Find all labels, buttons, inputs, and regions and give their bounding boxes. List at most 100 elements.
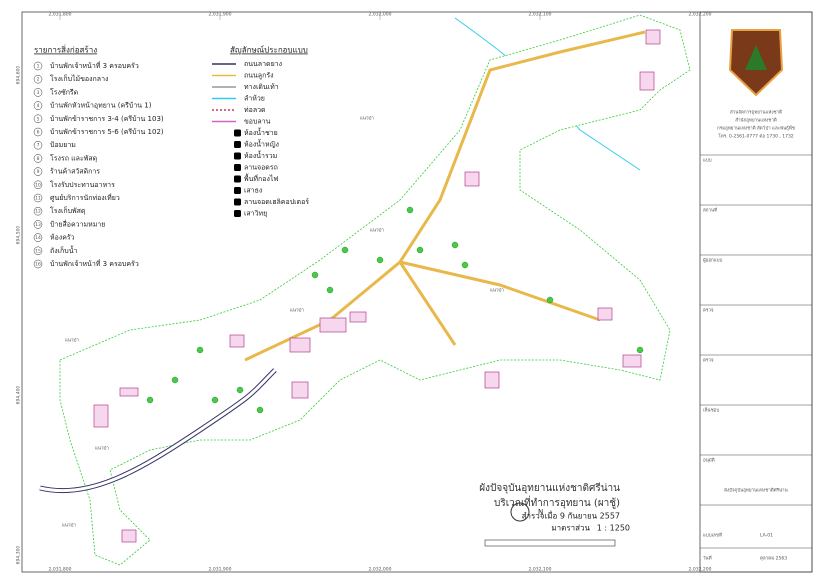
symbol-label: พื้นที่กองไฟ [244, 172, 278, 183]
map-drawing [39, 14, 691, 566]
scale-value: 1 : 1250 [597, 524, 630, 533]
symbol-label: ถนนลูกรัง [244, 72, 274, 80]
item-number: 3 [37, 90, 40, 96]
item-label: โรงรถ และพัสดุ [50, 153, 97, 162]
survey-date: สำรวจเมื่อ 9 กันยายน 2557 [522, 510, 620, 521]
item-marker [33, 167, 43, 176]
date-label: วันที่ [703, 555, 712, 562]
item-number: 9 [37, 169, 40, 175]
item-label: บ้านพักข้าราชการ 3-4 (ครีบ้าน 103) [50, 115, 164, 123]
symbol-icon [234, 210, 241, 217]
symbols-title: สัญลักษณ์ประกอบแบบ [230, 45, 308, 55]
item-label: บ้านพักหัวหน้าอุทยาน (ครีบ้าน 1) [50, 102, 152, 110]
symbol-icon [234, 129, 241, 137]
item-number: 6 [37, 130, 40, 136]
office-line: โทร. 0-2561-0777 ต่อ 1730 , 1732 [718, 133, 793, 140]
item-number: 13 [35, 222, 41, 228]
item-number: 2 [37, 77, 40, 83]
scale-label: มาตราส่วน [551, 524, 590, 533]
item-marker [33, 114, 43, 124]
forest-edge-label: แนวป่า [360, 116, 374, 122]
field-label: สถานที่ [703, 207, 717, 214]
symbol-icon [234, 164, 241, 171]
item-marker [33, 154, 43, 163]
item-label: ร้านค้าสวัสดิการ [50, 168, 100, 176]
item-marker [33, 259, 43, 269]
item-label: ป้ายสื่อความหมาย [50, 219, 105, 228]
item-label: ป้อมยาม [50, 141, 76, 149]
item-marker [33, 246, 43, 256]
item-label: โรงเก็บไม้ของกลาง [50, 74, 108, 83]
symbol-label: ห้องน้ำชาย [244, 126, 278, 137]
buildings-title: รายการสิ่งก่อสร้าง [34, 44, 97, 55]
item-marker [33, 233, 43, 242]
field-label: เห็นชอบ [703, 406, 719, 414]
coord-left: 694,600 [16, 66, 22, 85]
forest-edge [59, 14, 691, 566]
item-number: 10 [35, 182, 41, 188]
gravel-road [398, 260, 601, 346]
logo [728, 29, 784, 97]
symbol-icon [234, 198, 241, 206]
field-label: แบบ [703, 159, 712, 164]
item-marker [33, 193, 43, 203]
item-label: ศูนย์บริการนักท่องเที่ยว [50, 193, 120, 202]
item-label: บ้านพักข้าราชการ 5-6 (ครีบ้าน 102) [50, 128, 164, 136]
buildings [93, 29, 661, 543]
item-label: บ้านพักเจ้าหน้าที่ 3 ครอบครัว [50, 61, 139, 70]
item-marker [33, 127, 43, 137]
item-marker [33, 61, 43, 71]
item-label: โรงรับประทานอาหาร [50, 180, 115, 189]
office-line: ส่วนจัดการอุทยานแห่งชาติ [730, 110, 782, 116]
item-marker [33, 140, 43, 150]
sheet-label: แบบเลขที่ [703, 532, 722, 539]
item-marker [33, 180, 43, 190]
coord-bottom: 2,032,200 [689, 567, 712, 573]
symbol-icon [234, 175, 241, 183]
item-label: โรงเก็บพัสดุ [50, 206, 85, 215]
symbol-label: เสาวิทยุ [244, 210, 267, 218]
title-panel [699, 11, 813, 573]
field-label: ผู้ออกแบบ [703, 258, 723, 264]
item-label: ห้องครัว [50, 234, 75, 242]
symbol-label: ห้องน้ำรวม [244, 149, 277, 160]
coord-bottom: 2,031,800 [49, 567, 72, 573]
item-marker [33, 206, 43, 216]
item-number: 15 [35, 248, 41, 254]
forest-edge-label: แนวป่า [370, 228, 384, 234]
symbol-label: ห้องน้ำหญิง [244, 138, 279, 149]
field-label: อนุมัติ [703, 458, 715, 464]
symbol-label: ลำห้วย [244, 95, 265, 103]
symbol-label: ถนนลาดยาง [244, 60, 282, 68]
coord-left: 694,400 [16, 386, 22, 405]
trees [146, 206, 644, 414]
item-label: ถังเก็บน้ำ [50, 244, 78, 255]
title-block: ผังปัจจุบันอุทยานแห่งชาติศรีน่าน บริเวณท… [479, 482, 630, 547]
item-number: 12 [35, 209, 41, 215]
coord-left: 694,300 [16, 546, 22, 565]
coord-bottom: 2,032,000 [369, 567, 392, 573]
forest-edge-label: แนวป่า [95, 446, 109, 452]
north-label: N [538, 508, 543, 516]
date-value: ตุลาคม 2563 [760, 556, 787, 562]
symbol-label: ลานจอดเฮลิคอปเตอร์ [244, 198, 309, 206]
panel-project: ผังปัจจุบันอุทยานแห่งชาติศรีน่าน [724, 488, 787, 494]
coord-bottom: 2,032,100 [529, 567, 552, 573]
sheet-number: LA-01 [760, 533, 773, 539]
symbol-label: ท่อลวด [244, 106, 266, 114]
item-marker [33, 88, 43, 97]
item-number: 1 [37, 64, 40, 70]
symbol-label: ทางเดินเท้า [244, 83, 279, 91]
forest-edge-label: แนวป่า [65, 338, 79, 344]
office-line: กรมอุทยานแห่งชาติ สัตว์ป่า และพันธุ์พืช [717, 125, 795, 132]
symbol-label: ลานจอดรถ [244, 164, 278, 172]
item-label: โรงซักรีด [50, 87, 78, 96]
forest-edge-label: แนวป่า [290, 308, 304, 314]
symbol-label: เสาธง [244, 187, 262, 195]
item-marker [33, 74, 43, 84]
symbol-icon [234, 187, 241, 194]
scale-bar [484, 539, 616, 547]
item-number: 8 [37, 156, 40, 162]
item-number: 5 [37, 116, 40, 122]
item-number: 11 [35, 196, 41, 202]
